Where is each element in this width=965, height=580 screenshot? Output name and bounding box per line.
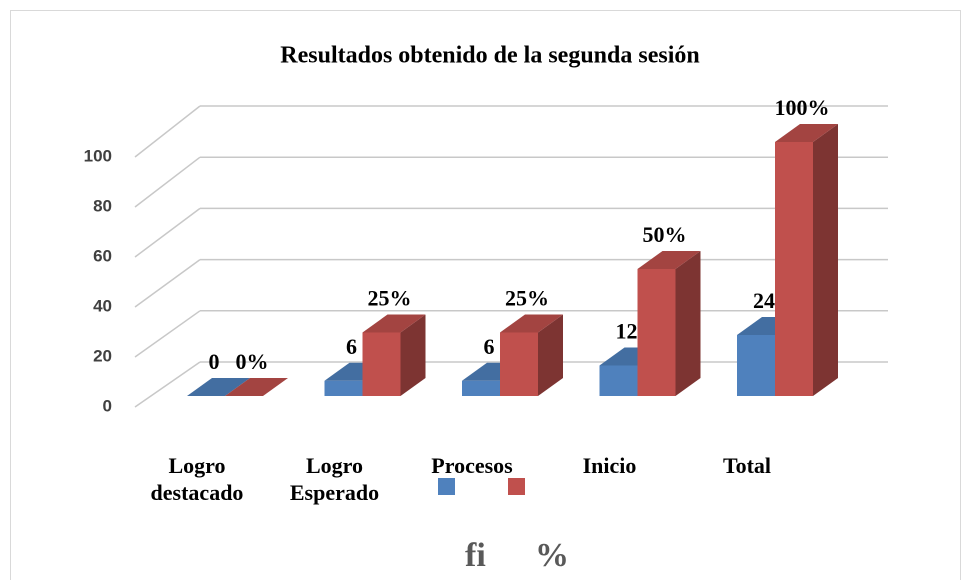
bar-top: [225, 378, 288, 396]
bar: [225, 378, 288, 396]
bar-side: [675, 251, 701, 396]
legend-label: fi: [465, 537, 486, 574]
data-label: 50%: [643, 222, 687, 247]
bar-side: [813, 124, 838, 396]
x-tick-label: Total: [722, 453, 772, 478]
y-tick-label: 20: [93, 346, 112, 365]
bar-top: [362, 314, 426, 333]
data-label: 6: [484, 334, 495, 359]
bar-top: [187, 378, 250, 396]
y-tick-label: 100: [84, 146, 112, 165]
grid-line-side: [134, 156, 201, 208]
x-tick-label: Logro destacado: [150, 453, 244, 505]
y-tick-label: 40: [93, 296, 112, 315]
bar: [500, 314, 563, 396]
bar: [637, 251, 701, 396]
bar: [187, 378, 250, 396]
grid-line-side: [134, 207, 201, 258]
bar-front: [737, 335, 775, 396]
y-tick-label: 0: [103, 396, 112, 415]
x-tick-label: Procesos: [431, 453, 513, 478]
bar-front: [500, 332, 538, 396]
legend-swatch: [438, 478, 455, 495]
grid-line-side: [134, 105, 201, 158]
y-tick-label: 60: [93, 246, 112, 265]
bar-front: [637, 269, 676, 396]
grid-line-side: [134, 310, 201, 358]
data-label: 0%: [236, 349, 269, 374]
y-tick-label: 80: [93, 196, 112, 215]
bar-side: [400, 314, 426, 396]
legend-swatch: [508, 478, 525, 495]
bar: [362, 314, 426, 396]
x-tick-label: Logro Esperado: [289, 453, 380, 505]
bar-front: [775, 142, 813, 396]
x-tick-label: Inicio: [582, 453, 637, 478]
data-label: 24: [753, 288, 775, 313]
legend-label: %: [535, 537, 569, 574]
bar-top: [500, 314, 563, 333]
data-label: 6: [346, 334, 357, 359]
bar-top: [775, 124, 838, 142]
grid-line-side: [134, 258, 201, 308]
chart-title: Resultados obtenido de la segunda sesión: [280, 43, 699, 69]
bar-front: [324, 380, 363, 396]
data-label: 12: [616, 319, 638, 344]
bar-front: [599, 365, 638, 396]
bar-top: [637, 251, 701, 269]
bar-front: [462, 380, 500, 396]
data-label: 0: [209, 349, 220, 374]
bar-side: [538, 314, 563, 396]
data-label: 25%: [368, 286, 412, 311]
grid-line-side: [134, 361, 201, 408]
bar-front: [362, 332, 401, 396]
data-label: 25%: [505, 286, 549, 311]
data-label: 100%: [775, 95, 830, 120]
bar: [775, 124, 838, 396]
